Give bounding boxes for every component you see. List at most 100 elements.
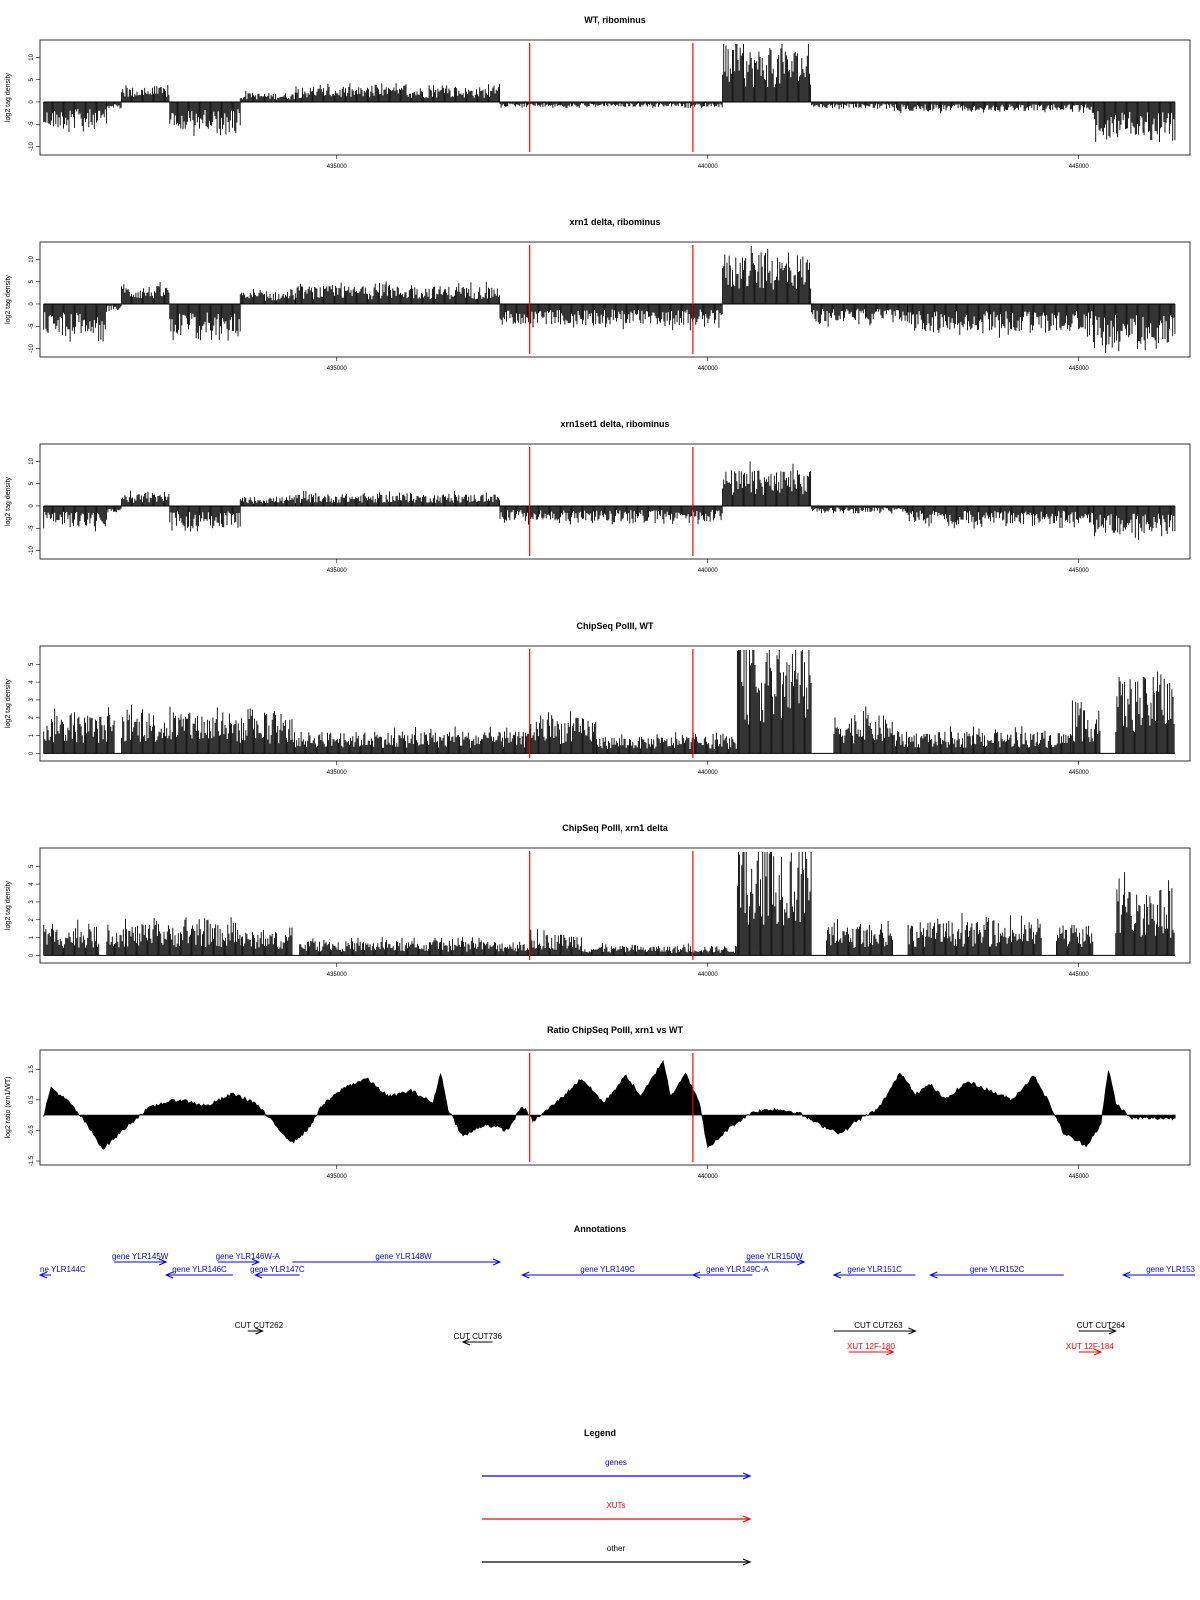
y-tick-label: 10	[29, 255, 35, 262]
y-tick-label: 4	[29, 680, 35, 684]
track-panel: ChipSeq PolII, xrn1 delta log2 tag densit…	[5, 823, 1191, 978]
y-tick-label: 0	[29, 953, 35, 957]
feature-label: gene YLR153	[1146, 1265, 1195, 1274]
x-tick-label: 435000	[327, 770, 348, 776]
y-axis-label: log2 tag density	[5, 72, 12, 122]
track-panel: WT, ribominus log2 tag density -10 -5 0 5 10 43…	[5, 15, 1191, 170]
arrow-head	[796, 1258, 806, 1266]
arrow-head	[158, 1258, 168, 1266]
x-tick-label: 435000	[327, 164, 348, 170]
y-tick-label: 2	[29, 917, 35, 921]
annotation-feature: CUT CUT264	[1077, 1321, 1126, 1335]
plot-frame	[39, 847, 1191, 964]
y-tick-label: 0	[29, 100, 35, 104]
arrow-head	[255, 1327, 264, 1335]
feature-label: CUT CUT262	[235, 1321, 284, 1330]
arrow-head	[691, 1271, 701, 1279]
feature-label: CUT CUT264	[1077, 1321, 1126, 1330]
y-tick-label: 0	[29, 302, 35, 306]
arrow-head	[1121, 1271, 1131, 1279]
feature-label: gene YLR151C	[847, 1265, 902, 1274]
arrow-head	[1093, 1348, 1103, 1356]
track-panel: ChipSeq PolII, WT log2 tag density 0 1 2 3 4 5 4…	[5, 621, 1191, 776]
data-series	[43, 650, 1176, 754]
y-tick-label: 5	[29, 662, 35, 666]
feature-label: gene YLR145W	[112, 1252, 169, 1261]
feature-label: CUT CUT736	[454, 1332, 503, 1341]
x-tick-label: 440000	[698, 1174, 719, 1180]
x-tick-label: 445000	[1069, 568, 1090, 574]
annotation-feature: XUT 12F-180	[847, 1342, 895, 1356]
y-tick-label: 5	[29, 481, 35, 485]
x-tick-label: 445000	[1069, 164, 1090, 170]
legend-arrow-head	[742, 1515, 752, 1523]
feature-label: gene YLR148W	[375, 1252, 432, 1261]
y-tick-label: 10	[29, 457, 35, 464]
x-tick-label: 440000	[698, 164, 719, 170]
arrow-head	[929, 1271, 938, 1279]
arrow-head	[253, 1271, 263, 1279]
feature-label: gene YLR152C	[970, 1265, 1025, 1274]
arrow-head	[492, 1258, 502, 1266]
legend-entry: other	[482, 1544, 752, 1566]
x-tick-label: 440000	[698, 366, 719, 372]
plot-frame	[39, 443, 1191, 560]
track-panel: xrn1 delta, ribominus log2 tag density -10…	[5, 217, 1191, 372]
y-tick-label: -5	[29, 525, 35, 531]
arrow-head	[832, 1271, 842, 1279]
feature-label: gene YLR146W-A	[216, 1252, 281, 1261]
annotation-feature: gene YLR147C	[250, 1265, 305, 1279]
y-tick-label: 5	[29, 864, 35, 868]
x-tick-label: 445000	[1069, 1174, 1090, 1180]
signal-bars	[43, 461, 1176, 540]
legend-title: Legend	[584, 1428, 616, 1438]
data-series	[43, 246, 1176, 353]
legend-arrow-head	[742, 1472, 752, 1480]
ratio-area	[43, 1059, 1176, 1150]
x-tick-label: 440000	[698, 770, 719, 776]
arrow-head	[886, 1348, 895, 1356]
annotation-feature: ne YLR144C	[38, 1265, 86, 1279]
annotation-feature: XUT 12F-184	[1066, 1342, 1114, 1356]
y-tick-label: 5	[29, 279, 35, 283]
panel-title: xrn1set1 delta, ribominus	[560, 419, 669, 429]
annotation-feature: gene YLR148W	[292, 1252, 502, 1266]
annotation-feature: gene YLR145W	[112, 1252, 169, 1266]
y-tick-label: 1.5	[29, 1064, 35, 1073]
data-series	[43, 461, 1176, 540]
y-tick-label: 1	[29, 935, 35, 939]
annotation-feature: CUT CUT263	[833, 1321, 917, 1335]
x-tick-label: 435000	[327, 972, 348, 978]
annotation-feature: gene YLR153	[1121, 1265, 1196, 1279]
annotation-feature: gene YLR150W	[744, 1252, 806, 1266]
data-series	[43, 852, 1176, 956]
legend-label: genes	[605, 1458, 627, 1467]
plot-frame	[39, 645, 1191, 762]
y-axis-label: log2 tag density	[5, 880, 12, 930]
y-axis-label: log2 ratio (xrn1/WT)	[5, 1077, 12, 1139]
signal-bars	[43, 44, 1176, 142]
annotation-feature: gene YLR149C	[520, 1265, 693, 1279]
x-tick-label: 445000	[1069, 366, 1090, 372]
x-tick-label: 435000	[327, 366, 348, 372]
x-tick-label: 440000	[698, 568, 719, 574]
feature-label: ne YLR144C	[40, 1265, 86, 1274]
arrow-head	[38, 1271, 48, 1279]
feature-label: gene YLR149C-A	[706, 1265, 769, 1274]
y-axis-label: log2 tag density	[5, 274, 12, 324]
legend-entry: genes	[482, 1458, 752, 1480]
panel-title: xrn1 delta, ribominus	[569, 217, 660, 227]
y-tick-label: 10	[29, 53, 35, 60]
feature-label: gene YLR146C	[172, 1265, 227, 1274]
arrow-head	[461, 1338, 471, 1346]
y-tick-label: -10	[29, 546, 35, 555]
data-series	[43, 44, 1176, 142]
annotation-feature: CUT CUT736	[454, 1332, 503, 1346]
track-panel: Ratio ChipSeq PolII, xrn1 vs WT log2 rati…	[5, 1025, 1191, 1180]
annotation-feature: gene YLR151C	[832, 1265, 916, 1279]
y-tick-label: 1	[29, 733, 35, 737]
annotation-feature: gene YLR152C	[929, 1265, 1064, 1279]
y-tick-label: 4	[29, 882, 35, 886]
